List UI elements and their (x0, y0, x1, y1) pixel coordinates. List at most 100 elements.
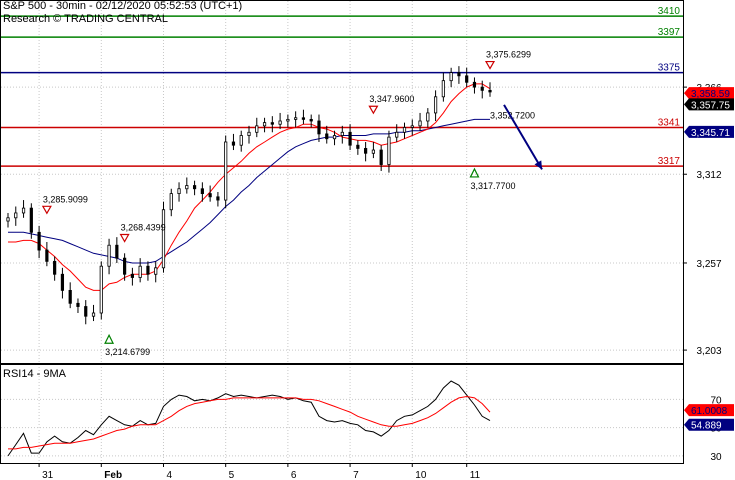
pivot-low-icon (104, 333, 115, 344)
candle-body (68, 289, 72, 304)
candle (107, 238, 111, 275)
candle (286, 114, 290, 128)
price-tag-bg (684, 98, 734, 111)
candle (6, 212, 10, 228)
price-tick-label: 3,203 (696, 346, 721, 357)
candle (387, 130, 391, 173)
level-label: 3397 (658, 27, 681, 38)
candle (441, 72, 445, 102)
panel-frames (0, 0, 684, 464)
price-tag-text: 54.889 (691, 421, 722, 432)
candle-body (247, 131, 251, 136)
price-tick-label: 3,257 (696, 259, 721, 270)
candle (488, 82, 492, 97)
candle-body (208, 193, 212, 198)
candle (433, 90, 438, 121)
candle-body (224, 141, 228, 201)
pivot-label: 3,375.6299 (486, 50, 531, 60)
candle-body (154, 267, 158, 275)
pivot-label: 3,347.9600 (369, 94, 414, 104)
pivot-high-icon (484, 60, 496, 70)
candle-body (60, 273, 65, 291)
candle (364, 141, 368, 162)
candle (21, 200, 26, 218)
price-panel-frame (0, 0, 684, 364)
forecast-arrow-head (534, 160, 543, 170)
candle-body (130, 273, 134, 278)
pivot-label: 3,352.7200 (490, 111, 535, 121)
candle (356, 140, 360, 155)
candle (224, 135, 228, 209)
price-tag-bg (684, 404, 734, 417)
candle-body (21, 207, 26, 214)
candle-body (76, 302, 80, 307)
rsi-ma-line (8, 395, 491, 450)
candle (301, 109, 306, 125)
moving-averages (8, 83, 491, 291)
candle-body (371, 149, 375, 154)
chart-source: Research © TRADING CENTRAL (3, 13, 168, 25)
candle-body (410, 125, 414, 128)
x-tick-label: 5 (229, 470, 235, 480)
candle-body (216, 196, 220, 201)
candle (340, 125, 344, 144)
candle-body (278, 120, 282, 125)
level-label: 3341 (658, 117, 681, 128)
price-tag-text: 61.0008 (691, 406, 728, 417)
candle-body (200, 188, 204, 194)
price-tag: 3,357.75 (684, 98, 734, 111)
pivot-marker: 3,317.7700 (469, 167, 516, 191)
rsi-tick-label: 70 (710, 395, 722, 406)
candle-body (177, 188, 181, 194)
rsi-tick-label: 30 (710, 452, 722, 463)
candle (29, 203, 33, 239)
price-tag-text: 3,345.71 (691, 128, 730, 139)
candle (418, 112, 422, 131)
level-label: 3410 (658, 6, 681, 17)
candle-body (37, 231, 41, 251)
pivot-label: 3,285.9099 (43, 194, 88, 204)
candle (457, 66, 461, 84)
candle (480, 80, 484, 99)
candle-body (465, 75, 469, 83)
chart-title: S&P 500 - 30min - 02/12/2020 05:52:53 (U… (3, 0, 243, 12)
candle (91, 304, 96, 322)
pivot-label: 3,317.7700 (470, 181, 515, 191)
candle-body (309, 118, 313, 122)
candle-body (262, 122, 267, 127)
candle (255, 117, 259, 138)
candle-body (356, 144, 360, 149)
pivot-marker: 3,375.6299 (484, 50, 531, 70)
rsi-tag: 61.0008 (684, 404, 734, 417)
price-tag-bg (684, 87, 734, 100)
candle (169, 188, 173, 217)
x-tick-label: 7 (353, 470, 359, 480)
candle (278, 112, 282, 130)
candle (379, 145, 383, 172)
candle (115, 237, 119, 263)
candle-body (29, 207, 33, 233)
candle-body (488, 89, 492, 93)
candle-body (332, 135, 337, 140)
candle-body (348, 131, 352, 146)
candle (76, 298, 80, 313)
candle (161, 201, 166, 273)
price-tag-text: 3,358.59 (691, 89, 730, 100)
price-tag: 3,358.59 (684, 87, 734, 100)
rsi-panel (7, 380, 491, 457)
candle (348, 124, 352, 151)
pivot-high-icon (41, 205, 52, 215)
candle (130, 267, 134, 286)
candle (208, 185, 212, 202)
candle-body (231, 141, 236, 146)
candle (123, 253, 127, 281)
candle (99, 261, 103, 320)
grid (1, 1, 683, 463)
candle-body (286, 118, 290, 122)
forecast-arrow-shaft (503, 104, 543, 170)
candle (53, 256, 57, 281)
candle (192, 180, 197, 196)
price-tag-bg (684, 125, 734, 138)
pivot-marker: 3,347.9600 (368, 94, 414, 115)
forecast (503, 104, 543, 170)
